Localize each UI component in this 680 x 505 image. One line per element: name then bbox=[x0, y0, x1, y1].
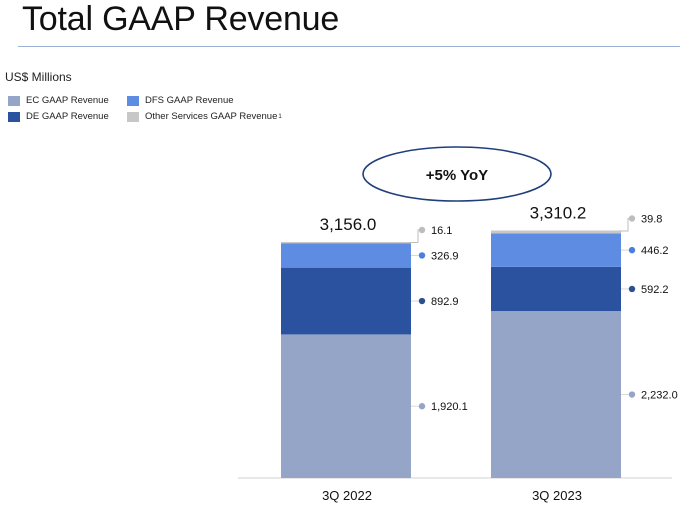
data-label-de-gaap-revenue-3q-2023: 592.2 bbox=[641, 284, 669, 296]
label-dot-dfs-gaap-revenue-3q-2023 bbox=[628, 246, 636, 254]
legend-label-ec: EC GAAP Revenue bbox=[26, 95, 109, 106]
bar-segment-de-gaap-revenue-3q-2023 bbox=[491, 266, 621, 312]
legend-item-ec: EC GAAP Revenue bbox=[8, 95, 109, 106]
label-dot-ec-gaap-revenue-3q-2023 bbox=[628, 391, 636, 398]
label-dot-other-services-gaap-revenue-3q-2022 bbox=[418, 226, 426, 234]
legend-footnote-marker: 1 bbox=[278, 113, 282, 120]
legend-item-dfs: DFS GAAP Revenue bbox=[127, 95, 234, 106]
data-label-ec-gaap-revenue-3q-2022: 1,920.1 bbox=[431, 401, 468, 413]
bar-segment-de-gaap-revenue-3q-2022 bbox=[281, 267, 411, 335]
bar-segment-dfs-gaap-revenue-3q-2022 bbox=[281, 243, 411, 268]
data-label-dfs-gaap-revenue-3q-2022: 326.9 bbox=[431, 250, 459, 262]
data-label-dfs-gaap-revenue-3q-2023: 446.2 bbox=[641, 245, 669, 257]
label-dot-de-gaap-revenue-3q-2022 bbox=[418, 297, 426, 305]
legend-swatch-de bbox=[8, 111, 20, 122]
legend-label-dfs: DFS GAAP Revenue bbox=[145, 95, 234, 106]
label-dot-ec-gaap-revenue-3q-2022 bbox=[418, 403, 426, 410]
label-dot-other-services-gaap-revenue-3q-2023 bbox=[628, 215, 636, 222]
yoy-callout-ellipse bbox=[362, 146, 552, 202]
legend-swatch-ec bbox=[8, 95, 20, 106]
bar-segment-dfs-gaap-revenue-3q-2023 bbox=[491, 233, 621, 267]
legend-label-de: DE GAAP Revenue bbox=[26, 111, 109, 122]
units-label: US$ Millions bbox=[5, 70, 72, 84]
data-label-other-services-gaap-revenue-3q-2023: 39.8 bbox=[641, 213, 662, 225]
data-label-de-gaap-revenue-3q-2022: 892.9 bbox=[431, 296, 459, 308]
legend-item-other: Other Services GAAP Revenue 1 bbox=[127, 111, 282, 122]
bar-segment-other-services-gaap-revenue-3q-2023 bbox=[491, 230, 621, 234]
bar-segment-ec-gaap-revenue-3q-2023 bbox=[491, 311, 621, 478]
legend-item-de: DE GAAP Revenue bbox=[8, 111, 109, 122]
yoy-callout-text: +5% YoY bbox=[426, 167, 488, 184]
label-dot-de-gaap-revenue-3q-2023 bbox=[628, 285, 636, 293]
x-tick-label-3q-2023: 3Q 2023 bbox=[532, 488, 582, 503]
legend-swatch-dfs bbox=[127, 95, 139, 106]
x-tick-label-3q-2022: 3Q 2022 bbox=[322, 488, 372, 503]
legend-swatch-other bbox=[127, 111, 139, 122]
label-dot-dfs-gaap-revenue-3q-2022 bbox=[418, 252, 426, 259]
legend-label-other: Other Services GAAP Revenue bbox=[145, 111, 278, 122]
bar-segment-other-services-gaap-revenue-3q-2022 bbox=[281, 242, 411, 244]
bar-segment-ec-gaap-revenue-3q-2022 bbox=[281, 334, 411, 478]
data-label-other-services-gaap-revenue-3q-2022: 16.1 bbox=[431, 225, 452, 237]
total-label-3q-2023: 3,310.2 bbox=[530, 203, 587, 222]
data-label-ec-gaap-revenue-3q-2023: 2,232.0 bbox=[641, 390, 678, 402]
title-divider bbox=[18, 46, 680, 47]
total-label-3q-2022: 3,156.0 bbox=[320, 215, 377, 234]
page-title: Total GAAP Revenue bbox=[22, 0, 340, 38]
